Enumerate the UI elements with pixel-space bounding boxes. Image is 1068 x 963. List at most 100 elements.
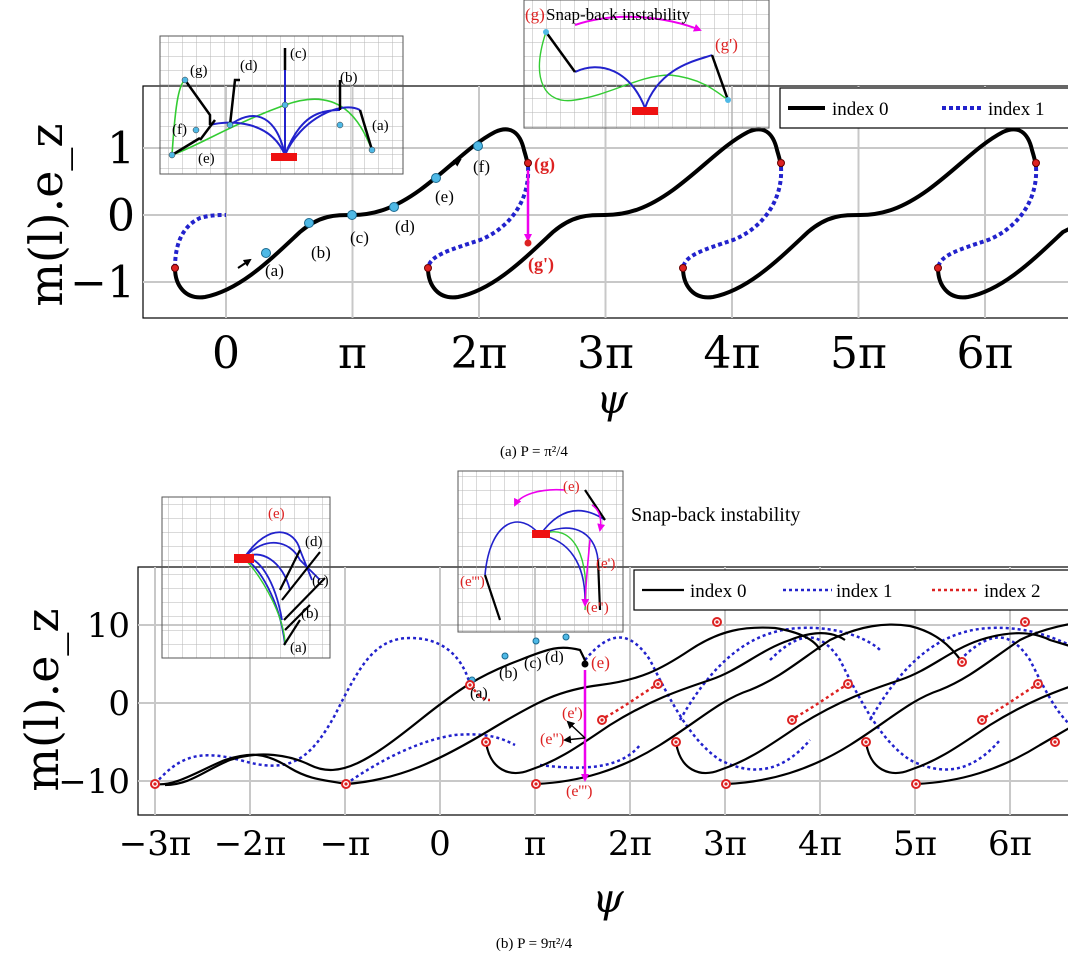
series-b-index1-2 [345, 733, 516, 786]
xtick-label: π [524, 824, 546, 864]
legend-a-item1: index 1 [988, 99, 1044, 120]
bifurcation-marker [777, 159, 785, 167]
xtick-label: 0 [212, 328, 240, 379]
inset-a1-label-b: (b) [340, 70, 358, 86]
ytick-label: 0 [108, 684, 130, 724]
point-label-b-d: (d) [545, 649, 564, 666]
ytick-label: 10 [87, 606, 130, 646]
bifurcation-marker-dot [600, 718, 604, 722]
series-b-index1-3 [584, 636, 811, 771]
point-label-b-e: (e) [591, 653, 610, 672]
series-index1-branch3 [681, 166, 784, 269]
series-b-index0-5 [535, 623, 963, 786]
bifurcation-marker-dot [674, 740, 678, 744]
legend-b-item0: index 0 [690, 581, 746, 602]
bifurcation-marker-dot [864, 740, 868, 744]
panel-a: index 0 index 1 (a) (b) (c) (d) (e) (f) … [19, 0, 1068, 460]
bifurcation-marker [524, 239, 532, 247]
inset-a1-label-g: (g) [190, 63, 208, 79]
series-b-index1-5 [959, 636, 1068, 725]
snap-arrow-b3 [563, 735, 586, 744]
series-b-index1-8 [539, 744, 641, 769]
yticks-a: −1 0 1 [70, 123, 135, 308]
caption-a: (a) P = π²/4 [500, 444, 568, 460]
series-b-index0-4 [484, 632, 846, 775]
ylabel-b: m(l).e_z [15, 608, 69, 791]
legend-b-item2: index 2 [984, 581, 1040, 602]
xtick-label: 6π [957, 328, 1014, 379]
point-marker [562, 633, 570, 641]
xlabel-b: ψ [592, 876, 624, 922]
bifurcation-marker [524, 159, 532, 167]
series-index1-branch4 [936, 166, 1039, 269]
ytick-label: 0 [107, 190, 135, 241]
bifurcation-marker [424, 264, 432, 272]
inset-a2-label-g: (g) [525, 5, 545, 24]
inset-a1-label-e: (e) [198, 151, 215, 167]
xtick-label: −π [320, 824, 371, 864]
xtick-label: 6π [988, 824, 1032, 864]
bifurcation-marker-dot [1053, 740, 1057, 744]
legend-a: index 0 index 1 [779, 87, 1068, 129]
bifurcation-marker-dot [790, 718, 794, 722]
inset-b2-label-epp: (e") [586, 600, 609, 616]
xticks-b: −3π −2π −π 0 π 2π 3π 4π 5π 6π [119, 824, 1032, 864]
inset-b1-label-b: (b) [301, 606, 319, 622]
point-label-g: (g) [534, 154, 555, 175]
inset-a2: (g) Snap-back instability (g') [523, 0, 770, 129]
point-label-b-a: (a) [470, 685, 488, 702]
series-index0-branch4 [936, 227, 1068, 300]
direction-arrow-2 [447, 158, 462, 169]
xtick-label: −3π [119, 824, 191, 864]
series-b-index1-1 [154, 636, 472, 785]
series-index1-branch2 [426, 166, 531, 269]
point-label-b-epp: (e") [540, 731, 564, 748]
inset-a1-label-a: (a) [372, 118, 389, 134]
point-marker [501, 652, 509, 660]
bifurcation-marker-dot [1036, 682, 1040, 686]
inset-b1-label-e: (e) [268, 506, 285, 522]
bifurcation-marker-dot [960, 660, 964, 664]
snap-arrow-b2 [566, 720, 586, 739]
series-b-index1-7 [868, 626, 1068, 721]
series-b-index1-4 [769, 636, 1001, 771]
series-index0-branch1 [173, 127, 530, 300]
legend-a-item0: index 0 [832, 99, 888, 120]
point-marker [532, 637, 540, 645]
bifurcation-marker-dot [153, 782, 157, 786]
legend-b-item1: index 1 [836, 581, 892, 602]
point-marker [389, 202, 399, 212]
direction-arrow-1 [237, 258, 252, 269]
point-label-c: (c) [350, 228, 369, 247]
inset-b1-label-d: (d) [305, 534, 323, 550]
point-marker [431, 173, 441, 183]
bifurcation-marker [1032, 159, 1040, 167]
xtick-label: 3π [703, 824, 747, 864]
inset-b1: (e) (d) (c) (b) (a) [161, 496, 331, 659]
inset-b2-label-e: (e) [563, 479, 580, 495]
point-label-b-c: (c) [524, 655, 542, 672]
bifurcation-marker-dot [914, 782, 918, 786]
markers-a [171, 141, 1040, 272]
inset-a1-label-c: (c) [290, 46, 307, 62]
bifurcation-marker-dot [534, 782, 538, 786]
inset-a1-label-f: (f) [172, 122, 187, 138]
series-index1-branch1 [173, 213, 227, 269]
point-label-b-b: (b) [499, 665, 518, 682]
yticks-b: −10 0 10 [58, 606, 130, 802]
bifurcation-marker-dot [1023, 620, 1027, 624]
xticks-a: 0 π 2π 3π 4π 5π 6π [212, 328, 1013, 379]
xtick-label: 0 [429, 824, 451, 864]
ytick-label: 1 [107, 123, 135, 174]
snap-title-b: Snap-back instability [631, 504, 800, 526]
xtick-label: 5π [830, 328, 887, 379]
point-label-b: (b) [311, 243, 331, 262]
point-label-a: (a) [265, 261, 284, 280]
bifurcation-marker-dot [724, 782, 728, 786]
bifurcation-marker-dot [846, 682, 850, 686]
inset-a1-label-d: (d) [240, 58, 258, 74]
bifurcation-marker-dot [344, 782, 348, 786]
inset-b1-label-c: (c) [312, 573, 329, 589]
point-label-gp: (g') [528, 254, 554, 275]
